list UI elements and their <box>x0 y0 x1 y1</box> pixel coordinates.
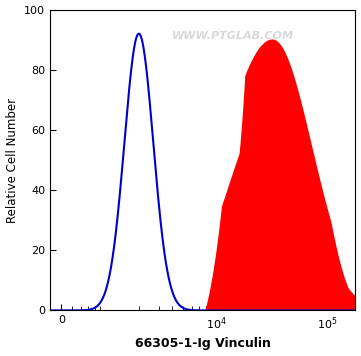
Text: WWW.PTGLAB.COM: WWW.PTGLAB.COM <box>172 31 294 41</box>
Y-axis label: Relative Cell Number: Relative Cell Number <box>5 98 18 222</box>
X-axis label: 66305-1-Ig Vinculin: 66305-1-Ig Vinculin <box>135 337 271 350</box>
